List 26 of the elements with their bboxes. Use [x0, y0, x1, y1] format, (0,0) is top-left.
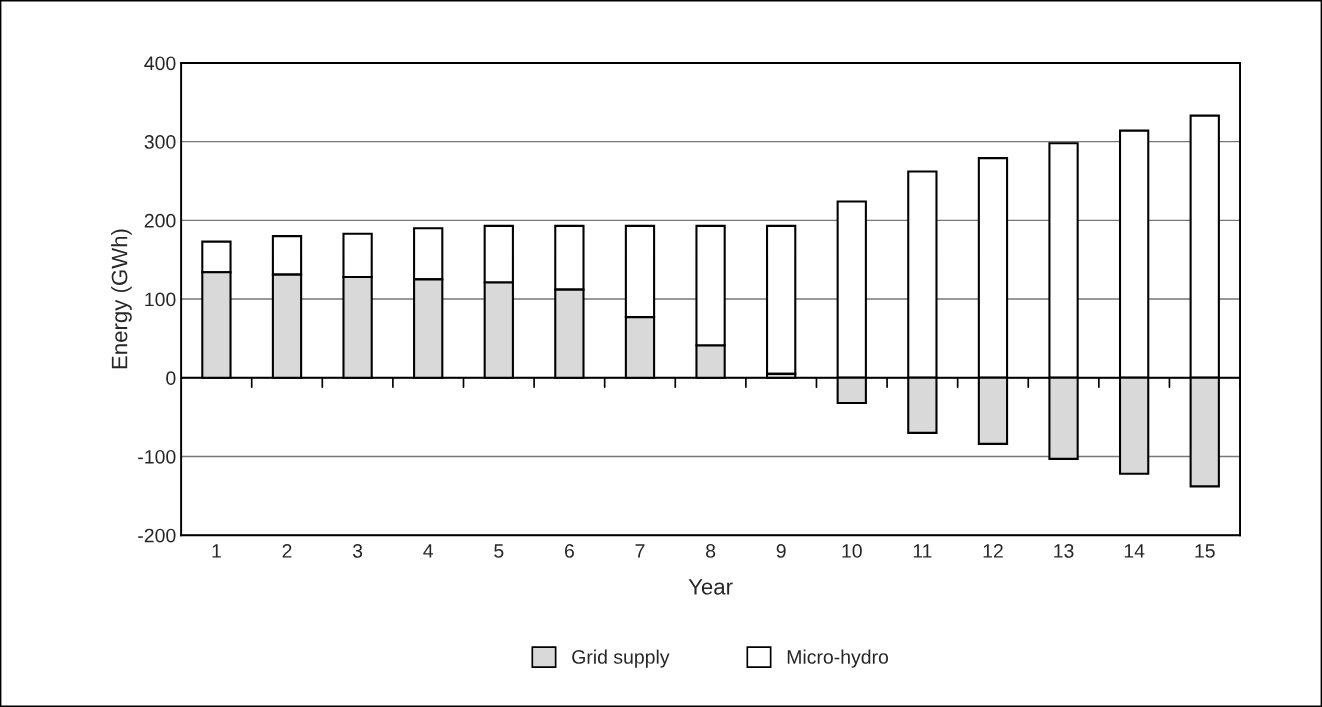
x-tick-label: 1 — [212, 544, 221, 558]
x-tick-label: 4 — [423, 544, 434, 558]
y-tick-label: 0 — [166, 371, 176, 386]
y-tick-label: 300 — [144, 135, 176, 149]
x-tick-label: 13 — [1054, 544, 1074, 558]
x-tick-label: 5 — [494, 544, 504, 558]
x-tick-label: 7 — [635, 544, 645, 558]
x-tick-label: 11 — [913, 544, 932, 558]
y-tick-label: 100 — [145, 292, 176, 307]
y-tick-label: 200 — [144, 213, 176, 228]
x-tick-label: 2 — [282, 544, 292, 558]
y-tick-label: 400 — [144, 56, 176, 71]
x-tick-label: 15 — [1195, 544, 1215, 558]
x-tick-label: 9 — [776, 544, 786, 558]
x-tick-label: 12 — [983, 544, 1003, 558]
x-tick-label: 3 — [352, 544, 363, 558]
x-axis-title: Year — [688, 579, 733, 595]
legend-label: Grid supply — [572, 649, 670, 668]
x-tick-label: 8 — [706, 544, 716, 558]
y-axis-title: Energy (GWh) — [111, 229, 132, 369]
legend-label: Micro-hydro — [787, 649, 889, 668]
x-tick-label: 10 — [842, 544, 862, 558]
y-tick-label: -200 — [138, 528, 176, 543]
y-tick-label: -100 — [138, 449, 176, 464]
x-tick-label: 14 — [1124, 544, 1145, 558]
x-tick-label: 6 — [564, 544, 574, 558]
